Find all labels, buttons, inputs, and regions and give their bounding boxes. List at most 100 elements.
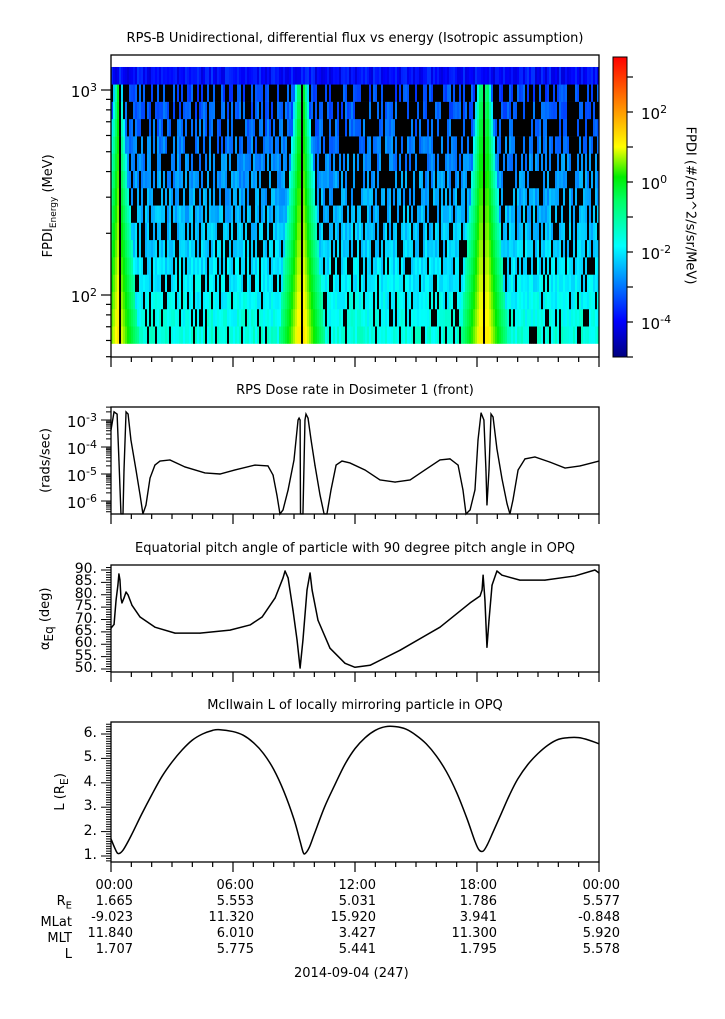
heatmap-cell — [591, 291, 594, 310]
heatmap-cell — [309, 239, 312, 258]
heatmap-cell — [275, 84, 278, 102]
heatmap-cell — [433, 153, 436, 171]
heatmap-cell — [267, 66, 270, 85]
heatmap-cell — [301, 239, 304, 258]
heatmap-cell — [303, 291, 306, 310]
heatmap-cell — [137, 291, 140, 310]
heatmap-cell — [113, 257, 116, 275]
heatmap-cell — [367, 308, 370, 327]
heatmap-cell — [507, 153, 510, 171]
heatmap-cell — [329, 205, 332, 223]
heatmap-cell — [325, 170, 328, 189]
heatmap-cell — [173, 84, 176, 102]
heatmap-cell — [257, 291, 260, 310]
heatmap-cell — [437, 153, 440, 171]
heatmap-cell — [393, 326, 396, 344]
heatmap-cell — [577, 239, 580, 258]
heatmap-cell — [285, 153, 288, 171]
l-shell-point — [141, 814, 142, 816]
heatmap-cell — [421, 84, 424, 102]
heatmap-cell — [491, 153, 494, 171]
pitch-angle-point — [496, 570, 498, 572]
heatmap-cell — [405, 187, 408, 206]
heatmap-cell — [527, 205, 530, 223]
heatmap-cell — [423, 308, 426, 327]
heatmap-cell — [575, 257, 578, 275]
heatmap-cell — [297, 170, 300, 189]
heatmap-cell — [127, 153, 130, 171]
heatmap-cell — [293, 291, 296, 310]
heatmap-cell — [591, 326, 594, 344]
heatmap-cell — [249, 118, 252, 137]
heatmap-cell — [299, 222, 302, 241]
heatmap-cell — [137, 222, 140, 241]
heatmap-cell — [397, 84, 400, 102]
heatmap-cell — [127, 257, 130, 275]
heatmap-cell — [279, 118, 282, 137]
re-value: 1.786 — [459, 894, 497, 909]
heatmap-cell — [253, 257, 256, 275]
heatmap-cell — [203, 291, 206, 310]
heatmap-cell — [541, 84, 544, 102]
heatmap-cell — [177, 291, 180, 310]
heatmap-cell — [379, 101, 382, 120]
heatmap-cell — [177, 136, 180, 154]
heatmap-cell — [165, 66, 168, 85]
heatmap-cell — [489, 326, 492, 344]
heatmap-cell — [139, 257, 142, 275]
heatmap-cell — [309, 84, 312, 102]
heatmap-cell — [255, 274, 258, 292]
heatmap-cell — [301, 187, 304, 206]
heatmap-cell — [561, 308, 564, 327]
heatmap-cell — [421, 222, 424, 241]
heatmap-cell — [137, 274, 140, 292]
heatmap-cell — [353, 84, 356, 102]
heatmap-cell — [179, 205, 182, 223]
heatmap-cell — [237, 326, 240, 344]
heatmap-cell — [547, 118, 550, 137]
y-tick-label: 90. — [74, 561, 97, 577]
heatmap-cell — [413, 66, 416, 85]
heatmap-cell — [337, 187, 340, 206]
heatmap-cell — [517, 84, 520, 102]
heatmap-cell — [253, 239, 256, 258]
heatmap-cell — [391, 153, 394, 171]
heatmap-cell — [537, 118, 540, 137]
pitch-angle-point — [154, 626, 156, 628]
heatmap-cell — [307, 274, 310, 292]
heatmap-cell — [245, 101, 248, 120]
heatmap-cell — [493, 239, 496, 258]
heatmap-cell — [515, 326, 518, 344]
heatmap-cell — [575, 170, 578, 189]
heatmap-cell — [315, 239, 318, 258]
heatmap-cell — [115, 118, 118, 137]
spectrogram-title: RPS-B Unidirectional, differential flux … — [126, 31, 584, 46]
heatmap-cell — [465, 239, 468, 258]
heatmap-cell — [117, 101, 120, 120]
heatmap-cell — [145, 170, 148, 189]
heatmap-cell — [157, 308, 160, 327]
heatmap-cell — [369, 308, 372, 327]
dose-rate-point — [579, 465, 581, 467]
heatmap-cell — [143, 187, 146, 206]
heatmap-cell — [197, 291, 200, 310]
heatmap-cell — [327, 205, 330, 223]
dose-rate-point — [302, 513, 304, 515]
heatmap-cell — [131, 118, 134, 137]
heatmap-cell — [151, 170, 154, 189]
heatmap-cell — [587, 274, 590, 292]
heatmap-cell — [165, 170, 168, 189]
heatmap-cell — [411, 187, 414, 206]
heatmap-cell — [235, 118, 238, 137]
heatmap-cell — [389, 153, 392, 171]
heatmap-cell — [497, 308, 500, 327]
heatmap-cell — [389, 118, 392, 137]
heatmap-cell — [457, 187, 460, 206]
heatmap-cell — [503, 136, 506, 154]
heatmap-cell — [409, 308, 412, 327]
heatmap-cell — [293, 66, 296, 85]
heatmap-cell — [411, 291, 414, 310]
l-value: 5.578 — [582, 942, 620, 957]
heatmap-cell — [411, 257, 414, 275]
heatmap-cell — [161, 153, 164, 171]
